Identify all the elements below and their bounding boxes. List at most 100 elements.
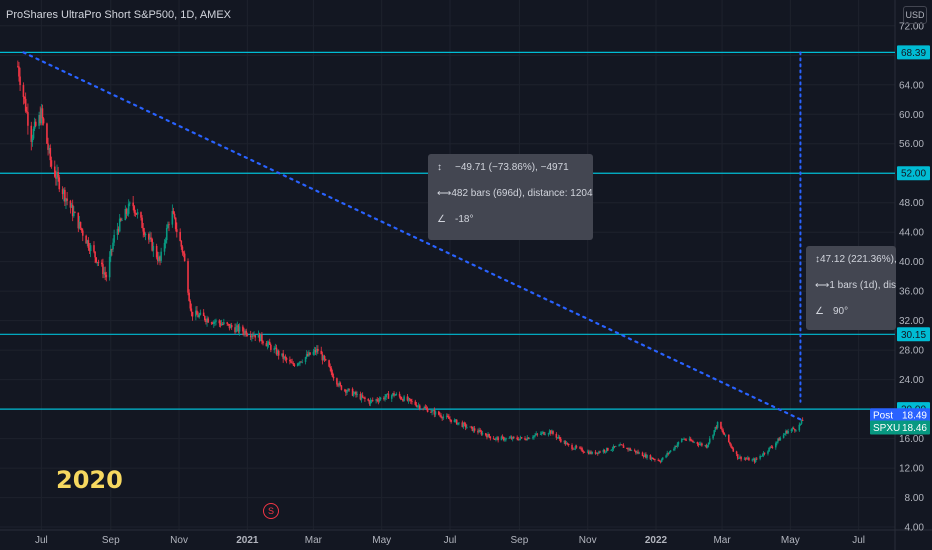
candle-body xyxy=(434,411,437,415)
candle xyxy=(285,356,288,364)
candle xyxy=(275,344,278,356)
candle xyxy=(488,433,490,438)
candle xyxy=(753,457,756,464)
candle xyxy=(359,391,362,401)
candle-body xyxy=(509,437,512,439)
candle-body xyxy=(23,96,26,99)
candle xyxy=(159,255,161,266)
time-tick-label: Nov xyxy=(579,535,597,546)
candle-body xyxy=(58,177,61,190)
candle-body xyxy=(395,393,398,395)
candle xyxy=(276,349,279,356)
candle xyxy=(731,445,733,450)
candle-body xyxy=(386,393,389,395)
candle xyxy=(268,338,271,346)
candle xyxy=(79,221,82,231)
candle xyxy=(152,242,155,257)
candle-body xyxy=(580,447,582,449)
candle xyxy=(478,427,480,433)
candle xyxy=(38,111,40,130)
candle-body xyxy=(657,459,660,461)
candle xyxy=(422,408,424,411)
candle-body xyxy=(148,233,150,240)
candle-body xyxy=(125,209,128,214)
candle-body xyxy=(620,444,623,446)
candle-body xyxy=(470,426,473,428)
candle xyxy=(610,449,613,451)
candle-body xyxy=(627,447,629,450)
candle-body xyxy=(801,419,804,421)
candle-body xyxy=(320,350,323,355)
candle xyxy=(768,447,770,453)
candle xyxy=(385,394,387,401)
candle xyxy=(25,106,28,114)
candle-body xyxy=(721,428,723,431)
candle xyxy=(462,422,465,429)
currency-button[interactable]: USD xyxy=(903,6,927,24)
candle-body xyxy=(367,399,370,401)
candle xyxy=(118,214,121,233)
candle xyxy=(205,318,207,325)
candle xyxy=(27,103,29,135)
candle xyxy=(613,446,616,449)
candle xyxy=(293,362,296,367)
candle xyxy=(493,438,496,440)
candle xyxy=(262,340,264,346)
candle-body xyxy=(73,212,75,217)
candle-body xyxy=(299,361,301,364)
price-tick-label: 72.00 xyxy=(899,21,924,32)
candle xyxy=(698,441,701,446)
candle xyxy=(117,226,120,235)
candle-body xyxy=(689,438,692,441)
candle-body xyxy=(235,327,237,333)
candle xyxy=(485,432,487,437)
candle xyxy=(760,455,763,457)
candle xyxy=(411,398,413,405)
candle xyxy=(149,231,151,243)
candle xyxy=(432,408,435,411)
candle xyxy=(524,436,526,441)
candle xyxy=(517,436,520,441)
candle-body xyxy=(293,364,296,366)
candle xyxy=(317,345,319,355)
candle xyxy=(573,448,576,450)
candle-body xyxy=(777,438,779,442)
candle-body xyxy=(669,450,672,452)
candle-body xyxy=(645,454,647,458)
candle xyxy=(282,349,284,363)
candle xyxy=(442,414,445,421)
candle-body xyxy=(680,439,683,442)
candle-body xyxy=(41,108,44,119)
candle xyxy=(669,450,672,453)
candle xyxy=(136,208,139,219)
candle xyxy=(602,448,605,454)
candle-body xyxy=(759,456,761,459)
candle-body xyxy=(504,439,506,441)
candle-body xyxy=(613,446,616,447)
split-event-marker[interactable]: S xyxy=(263,503,279,519)
candle xyxy=(677,441,680,447)
candle-body xyxy=(196,310,198,315)
candle-body xyxy=(505,438,507,440)
candle-body xyxy=(477,430,479,433)
candle-body xyxy=(284,356,287,358)
candle xyxy=(489,436,492,441)
candle xyxy=(761,453,764,457)
candle xyxy=(226,321,229,327)
candle-body xyxy=(392,393,394,396)
candle-body xyxy=(544,434,546,436)
candle xyxy=(676,442,679,449)
candle-body xyxy=(181,246,184,253)
candle xyxy=(787,428,789,435)
candle xyxy=(361,392,364,398)
candle-body xyxy=(304,357,307,362)
candle-body xyxy=(513,436,515,438)
candle xyxy=(565,440,568,445)
candle-body xyxy=(785,430,787,434)
candle xyxy=(688,436,691,442)
candle-body xyxy=(754,458,757,462)
candle xyxy=(542,430,544,434)
candle-body xyxy=(70,204,73,208)
